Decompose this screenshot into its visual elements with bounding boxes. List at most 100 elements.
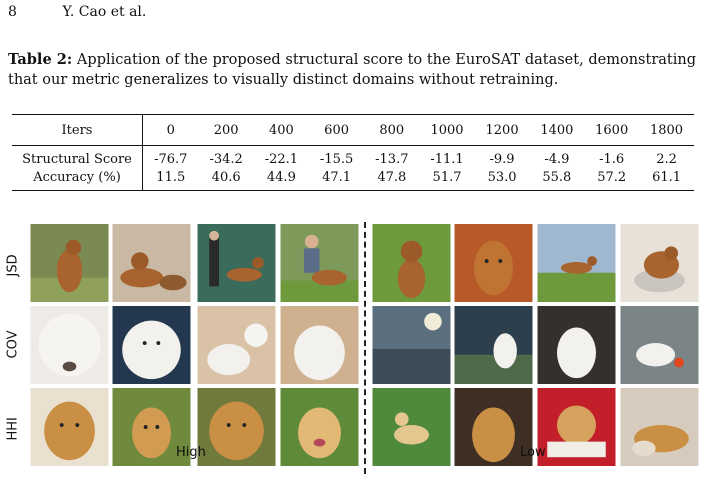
running-authors: Y. Cao et al. [62, 4, 147, 20]
iter-cell: 1800 [649, 122, 684, 138]
table-caption: Table 2: Application of the proposed str… [8, 50, 696, 90]
dog-photo [537, 306, 616, 384]
row-label-cov: COV [5, 330, 21, 359]
table-cell: 11.5 [156, 169, 186, 185]
table-row-accuracy: Accuracy (%) 11.5 40.6 44.9 47.1 47.8 51… [12, 168, 694, 190]
dog-photo [197, 306, 276, 384]
iter-cell: 800 [379, 122, 405, 138]
dog-photo [30, 224, 109, 302]
dog-photo [372, 388, 451, 466]
dog-photo [30, 306, 109, 384]
dog-photo [197, 224, 276, 302]
dog-photo [620, 224, 699, 302]
row-label: Accuracy (%) [12, 168, 143, 190]
dog-photo [372, 306, 451, 384]
table-cell: 57.2 [597, 169, 627, 185]
table-cell: -1.6 [599, 151, 625, 167]
iter-cell: 1200 [485, 122, 519, 138]
page-number: 8 [8, 4, 17, 20]
table-cell: 47.8 [377, 169, 407, 185]
dog-photo-illustration [537, 224, 616, 302]
dog-photo-illustration [537, 388, 616, 466]
row-label-jsd: JSD [5, 254, 21, 277]
iter-cell: 600 [324, 122, 349, 138]
dog-photo [112, 388, 191, 466]
dog-photo-illustration [30, 388, 109, 466]
table-cell: -34.2 [209, 151, 243, 167]
table-cell: -11.1 [430, 151, 464, 167]
table-top-rule [12, 114, 694, 115]
table-cell: 44.9 [266, 169, 296, 185]
running-header: 8 Y. Cao et al. [8, 4, 146, 20]
dog-photo [372, 224, 451, 302]
dog-photo [197, 388, 276, 466]
group-label-low: Low [520, 445, 546, 460]
dog-photo-illustration [620, 306, 699, 384]
dog-photo [537, 224, 616, 302]
dog-photo [620, 388, 699, 466]
dog-photo [454, 306, 533, 384]
dog-photo [537, 388, 616, 466]
dog-photo-illustration [454, 224, 533, 302]
group-label-high: High [176, 445, 206, 460]
dog-photo [620, 306, 699, 384]
table-cell: 2.2 [656, 151, 677, 167]
table-cell: -22.1 [264, 151, 299, 167]
dog-photo-illustration [280, 388, 359, 466]
dog-photo-illustration [112, 306, 191, 384]
table-cell: 55.8 [542, 169, 572, 185]
table-cell: -15.5 [319, 151, 354, 167]
dog-photo [280, 306, 359, 384]
table-header-row: Iters 0 200 400 600 800 1000 1200 1400 1… [12, 115, 694, 146]
dog-photo-illustration [197, 224, 276, 302]
table-cell: 61.1 [652, 169, 682, 185]
iter-cell: 400 [268, 122, 294, 138]
dog-photo-illustration [454, 306, 533, 384]
dog-photo [454, 224, 533, 302]
table-cell: 51.7 [432, 169, 462, 185]
iter-cell: 1600 [595, 122, 629, 138]
iter-cell: 1000 [430, 122, 464, 138]
dog-photo-illustration [112, 224, 191, 302]
row-label-hhi: HHI [5, 417, 21, 441]
dog-photo-illustration [537, 306, 616, 384]
dog-photo [30, 388, 109, 466]
table-cell: -76.7 [154, 151, 188, 167]
caption-text: Application of the proposed structural s… [8, 52, 696, 88]
table-row-structural-score: Structural Score -76.7 -34.2 -22.1 -15.5… [12, 146, 694, 168]
caption-label: Table 2: [8, 51, 73, 68]
dog-photo-illustration [30, 306, 109, 384]
table-bottom-rule [12, 190, 694, 191]
table-cell: -4.9 [544, 151, 570, 167]
iter-cell: 0 [166, 122, 175, 138]
table-cell: 40.6 [211, 169, 241, 185]
dog-photo-illustration [112, 388, 191, 466]
dog-photo [454, 388, 533, 466]
results-table: Iters 0 200 400 600 800 1000 1200 1400 1… [12, 114, 694, 191]
dog-photo [280, 224, 359, 302]
table-cell: 47.1 [322, 169, 352, 185]
dog-photo-illustration [30, 224, 109, 302]
dog-photo-illustration [372, 388, 451, 466]
dog-photo-illustration [454, 388, 533, 466]
dog-photo [112, 306, 191, 384]
dog-photo-illustration [620, 388, 699, 466]
dog-photo-illustration [280, 224, 359, 302]
dog-photo-illustration [372, 224, 451, 302]
dog-photo-illustration [372, 306, 451, 384]
iter-cell: 1400 [540, 122, 574, 138]
iters-header: Iters [12, 115, 143, 146]
dog-photo-illustration [197, 388, 276, 466]
iter-cell: 200 [213, 122, 239, 138]
dog-photo-illustration [280, 306, 359, 384]
dog-photo [280, 388, 359, 466]
dog-photo [112, 224, 191, 302]
dog-photo-illustration [620, 224, 699, 302]
table-cell: 53.0 [487, 169, 517, 185]
row-label: Structural Score [12, 146, 143, 168]
dog-photo-illustration [197, 306, 276, 384]
table-cell: -13.7 [375, 151, 409, 167]
table-cell: -9.9 [489, 151, 515, 167]
high-low-divider [364, 222, 366, 474]
